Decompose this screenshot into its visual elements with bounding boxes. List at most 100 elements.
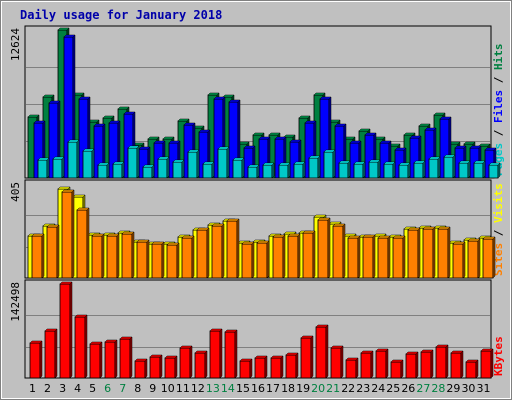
bar-side-face [372, 234, 376, 279]
bar-side-face [437, 156, 441, 179]
bar-side-face [407, 162, 411, 179]
bar-sites-day-3 [61, 189, 75, 279]
x-tick-label-day-9: 9 [149, 382, 156, 395]
series-sites [31, 189, 496, 279]
bar-pages-day-9 [157, 156, 170, 179]
gridlines [26, 315, 490, 348]
x-tick-label-day-10: 10 [161, 382, 175, 395]
bar-body [91, 235, 103, 279]
bar-body [383, 163, 394, 179]
bar-pages-day-29 [458, 160, 471, 179]
bar-side-face [445, 344, 449, 379]
bar-sites-day-22 [347, 235, 361, 279]
bar-side-face [196, 149, 200, 179]
bar-body [302, 232, 314, 279]
bar-body [74, 316, 86, 379]
bar-side-face [99, 341, 103, 379]
bar-body [407, 229, 419, 279]
legend-entry: Visits [492, 183, 505, 223]
bar-sites-day-4 [76, 207, 90, 279]
bar-side-face [146, 239, 150, 279]
bar-sites-day-2 [46, 224, 60, 279]
bar-body [413, 162, 424, 179]
bar-side-face [430, 349, 434, 379]
bar-side-face [204, 350, 208, 379]
bar-side-face [181, 159, 185, 179]
bar-sites-day-12 [196, 227, 210, 279]
bar-kbytes-day-13 [209, 328, 223, 379]
bar-body [209, 330, 221, 379]
bar-sites-day-19 [302, 230, 316, 279]
bar-body [134, 360, 146, 379]
bar-pages-day-2 [52, 156, 65, 179]
bar-body [480, 350, 492, 379]
bar-side-face [370, 350, 374, 379]
legend-separator: / [492, 70, 505, 90]
bar-body [353, 163, 364, 179]
bar-side-face [295, 352, 299, 379]
bar-pages-day-17 [278, 162, 291, 179]
bar-body [151, 243, 163, 279]
bar-side-face [151, 164, 155, 179]
bar-body [44, 330, 56, 379]
bar-pages-day-22 [353, 161, 366, 179]
x-tick-label-day-4: 4 [74, 382, 81, 395]
bar-body [452, 243, 464, 279]
bar-side-face [41, 233, 45, 279]
bar-side-face [191, 235, 195, 279]
bar-body [428, 158, 439, 179]
bar-pages-day-21 [338, 160, 351, 179]
bar-pages-day-31 [488, 162, 501, 179]
bar-body [347, 237, 359, 279]
bar-body [435, 346, 447, 379]
bar-kbytes-day-29 [450, 350, 464, 379]
bar-side-face [176, 242, 180, 279]
bar-side-face [86, 207, 90, 279]
bar-side-face [417, 227, 421, 279]
x-tick-label-day-14: 14 [221, 382, 235, 395]
legend-entry: Hits [492, 44, 505, 71]
bar-pages-day-12 [202, 161, 215, 179]
bar-side-face [136, 145, 140, 179]
bar-side-face [166, 156, 170, 179]
bar-side-face [490, 348, 494, 379]
bar-side-face [482, 160, 486, 179]
bar-body [458, 162, 469, 179]
bar-kbytes-day-19 [300, 335, 314, 379]
bar-sites-day-16 [256, 240, 270, 279]
bar-side-face [387, 235, 391, 279]
bar-side-face [221, 223, 225, 279]
bar-sites-day-17 [272, 234, 286, 279]
x-tick-label-day-6: 6 [104, 382, 111, 395]
bar-body [202, 163, 213, 179]
bar-body [473, 162, 484, 179]
bar-pages-day-20 [323, 149, 336, 179]
bar-pages-day-11 [187, 149, 200, 179]
bar-kbytes-day-5 [89, 341, 103, 379]
legend-entry: Files [492, 90, 505, 123]
bar-kbytes-day-26 [405, 351, 419, 379]
bar-sites-day-6 [106, 233, 120, 279]
bar-kbytes-day-2 [44, 328, 58, 379]
bar-body [142, 166, 153, 179]
bar-body [315, 326, 327, 379]
bar-side-face [355, 357, 359, 379]
bar-body [46, 226, 58, 279]
bar-side-face [249, 358, 253, 379]
bar-body [97, 164, 108, 179]
x-tick-label-day-30: 30 [461, 382, 475, 395]
panel-side-legend: KBytes [492, 336, 505, 376]
bar-body [247, 166, 258, 179]
bar-body [405, 353, 417, 379]
bar-body [37, 159, 48, 179]
bar-body [181, 237, 193, 279]
bar-sites-day-21 [332, 223, 346, 279]
bar-side-face [91, 148, 95, 179]
x-tick-label-day-28: 28 [431, 382, 445, 395]
bar-body [420, 351, 432, 379]
bar-side-face [400, 359, 404, 379]
bar-pages-day-27 [428, 156, 441, 179]
bar-kbytes-day-27 [420, 349, 434, 379]
bar-pages-day-19 [308, 155, 321, 179]
bar-pages-day-14 [232, 157, 245, 179]
